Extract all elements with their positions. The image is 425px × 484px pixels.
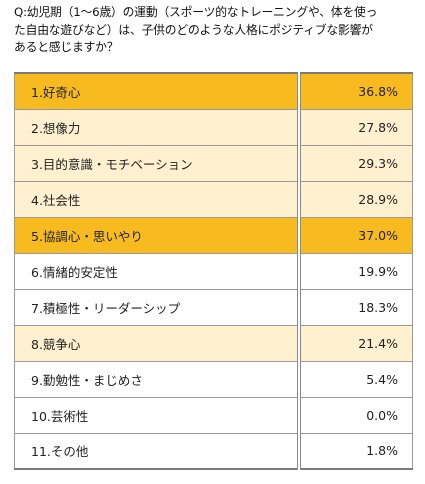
row-label: 2.想像力: [14, 108, 301, 146]
row-value: 18.3%: [298, 288, 413, 326]
row-label: 5.協調心・思いやり: [14, 216, 301, 254]
row-label: 3.目的意識・モチベーション: [14, 144, 301, 182]
row-label: 8.競争心: [14, 324, 301, 362]
row-label: 10.芸術性: [14, 396, 301, 434]
table-row: 4.社会性 28.9%: [14, 180, 413, 218]
row-value: 21.4%: [298, 324, 413, 362]
table-row: 1.好奇心 36.8%: [14, 72, 413, 110]
row-value: 1.8%: [298, 432, 413, 470]
results-table: 1.好奇心 36.8% 2.想像力 27.8% 3.目的意識・モチベーション 29.3% 4…: [14, 72, 413, 470]
survey-question-line-1: Q:幼児期（1～6歳）の運動（スポーツ的なトレーニングや、体を使っ: [14, 5, 378, 19]
table-row: 8.競争心 21.4%: [14, 324, 413, 362]
table-row: 2.想像力 27.8%: [14, 108, 413, 146]
row-label: 9.勤勉性・まじめさ: [14, 360, 301, 398]
table-row: 9.勤勉性・まじめさ 5.4%: [14, 360, 413, 398]
table-row: 11.その他 1.8%: [14, 432, 413, 470]
table-row: 3.目的意識・モチベーション 29.3%: [14, 144, 413, 182]
row-label: 11.その他: [14, 432, 301, 470]
row-label: 1.好奇心: [14, 72, 301, 110]
row-value: 36.8%: [298, 72, 413, 110]
row-label: 6.情緒的安定性: [14, 252, 301, 290]
table-row: 6.情緒的安定性 19.9%: [14, 252, 413, 290]
survey-question-line-3: あると感じますか？: [14, 40, 119, 54]
table-row: 7.積極性・リーダーシップ 18.3%: [14, 288, 413, 326]
row-value: 29.3%: [298, 144, 413, 182]
row-value: 28.9%: [298, 180, 413, 218]
row-label: 4.社会性: [14, 180, 301, 218]
table-row: 10.芸術性 0.0%: [14, 396, 413, 434]
row-value: 37.0%: [298, 216, 413, 254]
table-row: 5.協調心・思いやり 37.0%: [14, 216, 413, 254]
survey-question-line-2: た自由な遊びなど）は、子供のどのような人格にポジティブな影響が: [14, 22, 373, 37]
row-value: 0.0%: [298, 396, 413, 434]
survey-question: Q:幼児期（1～6歳）の運動（スポーツ的なトレーニングや、体を使っ た自由な遊び…: [14, 4, 419, 57]
results-table-body: 1.好奇心 36.8% 2.想像力 27.8% 3.目的意識・モチベーション 29.3% 4…: [14, 72, 413, 470]
row-value: 19.9%: [298, 252, 413, 290]
row-value: 5.4%: [298, 360, 413, 398]
row-label: 7.積極性・リーダーシップ: [14, 288, 301, 326]
row-value: 27.8%: [298, 108, 413, 146]
